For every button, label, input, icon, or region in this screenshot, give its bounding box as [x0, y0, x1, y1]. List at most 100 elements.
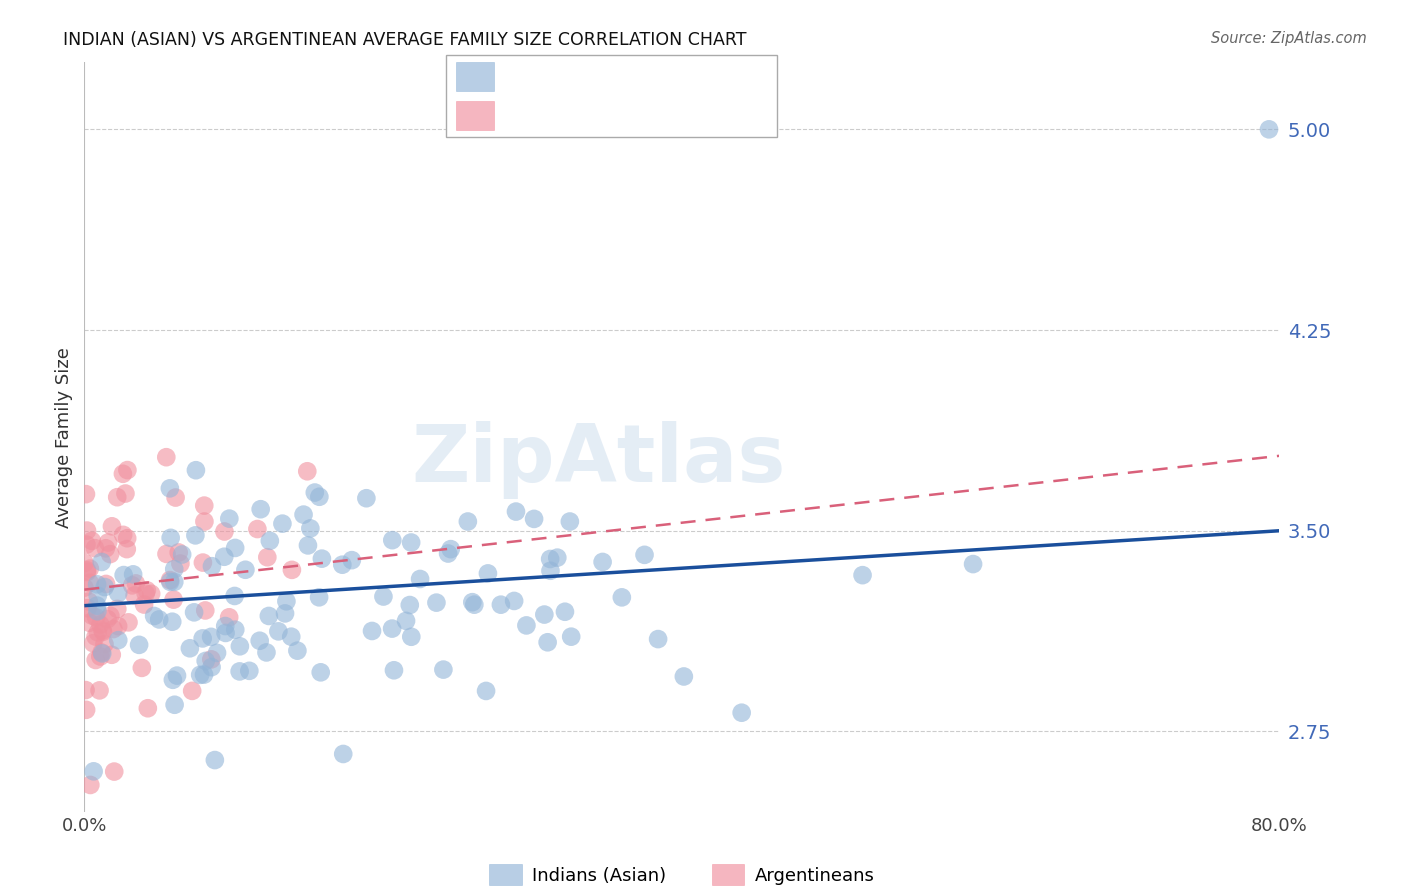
Point	[475, 684, 498, 698]
FancyBboxPatch shape	[457, 101, 494, 130]
Point	[159, 481, 181, 495]
Point	[308, 490, 330, 504]
Point	[256, 550, 278, 565]
Point	[477, 566, 499, 581]
Point	[398, 598, 420, 612]
Point	[274, 607, 297, 621]
Point	[224, 589, 246, 603]
Point	[114, 486, 136, 500]
Point	[122, 567, 145, 582]
Point	[75, 703, 97, 717]
Point	[159, 573, 181, 587]
Point	[101, 519, 124, 533]
Point	[169, 557, 191, 571]
Point	[214, 524, 236, 539]
Point	[90, 645, 112, 659]
Point	[181, 684, 204, 698]
Point	[193, 667, 215, 681]
Point	[437, 547, 460, 561]
Point	[141, 587, 163, 601]
Point	[89, 617, 111, 632]
Point	[540, 564, 562, 578]
Point	[103, 622, 125, 636]
Point	[297, 538, 319, 552]
Point	[188, 668, 211, 682]
Point	[96, 612, 118, 626]
Point	[558, 515, 581, 529]
Point	[633, 548, 655, 562]
Point	[115, 531, 138, 545]
Point	[135, 586, 157, 600]
Point	[204, 753, 226, 767]
Point	[276, 594, 298, 608]
Point	[299, 521, 322, 535]
Point	[91, 624, 114, 638]
Point	[98, 547, 121, 561]
Point	[381, 622, 404, 636]
Point	[89, 649, 111, 664]
Text: R =   0.111: R = 0.111	[510, 68, 609, 86]
Text: Source: ZipAtlas.com: Source: ZipAtlas.com	[1211, 31, 1367, 46]
Point	[159, 574, 181, 589]
Point	[163, 698, 186, 712]
Point	[191, 632, 214, 646]
Text: N = 115: N = 115	[652, 68, 730, 86]
Point	[1230, 877, 1253, 891]
Point	[73, 581, 96, 595]
Point	[425, 596, 447, 610]
Point	[79, 561, 101, 575]
Point	[461, 595, 484, 609]
Point	[193, 515, 215, 529]
Point	[214, 626, 236, 640]
Point	[100, 648, 122, 662]
Point	[554, 605, 576, 619]
Point	[112, 528, 135, 542]
Text: R = 0.099: R = 0.099	[510, 106, 598, 124]
Point	[84, 630, 107, 644]
Point	[361, 624, 384, 638]
Point	[135, 583, 157, 598]
Point	[381, 533, 404, 548]
Point	[84, 653, 107, 667]
Point	[193, 499, 215, 513]
Point	[304, 485, 326, 500]
Point	[194, 654, 217, 668]
Point	[249, 502, 271, 516]
Point	[641, 877, 664, 891]
Point	[155, 547, 177, 561]
Point	[167, 545, 190, 559]
Point	[80, 533, 103, 548]
Point	[162, 673, 184, 687]
Point	[94, 577, 117, 591]
Point	[249, 633, 271, 648]
Point	[117, 615, 139, 630]
Point	[523, 512, 546, 526]
Point	[308, 591, 330, 605]
Point	[84, 541, 107, 556]
Point	[86, 577, 108, 591]
Point	[224, 541, 246, 555]
Point	[280, 630, 302, 644]
Point	[132, 598, 155, 612]
Point	[271, 516, 294, 531]
Point	[107, 586, 129, 600]
Point	[200, 660, 222, 674]
Point	[224, 623, 246, 637]
Point	[332, 747, 354, 761]
Point	[399, 535, 422, 549]
Y-axis label: Average Family Size: Average Family Size	[55, 347, 73, 527]
Point	[356, 491, 378, 506]
Point	[172, 548, 194, 562]
Point	[155, 450, 177, 465]
Point	[87, 589, 110, 603]
Point	[128, 638, 150, 652]
Point	[131, 661, 153, 675]
Point	[851, 568, 873, 582]
Point	[212, 549, 235, 564]
Point	[962, 557, 984, 571]
Point	[267, 624, 290, 639]
FancyBboxPatch shape	[446, 55, 778, 136]
Point	[214, 619, 236, 633]
Point	[218, 610, 240, 624]
Point	[463, 598, 485, 612]
